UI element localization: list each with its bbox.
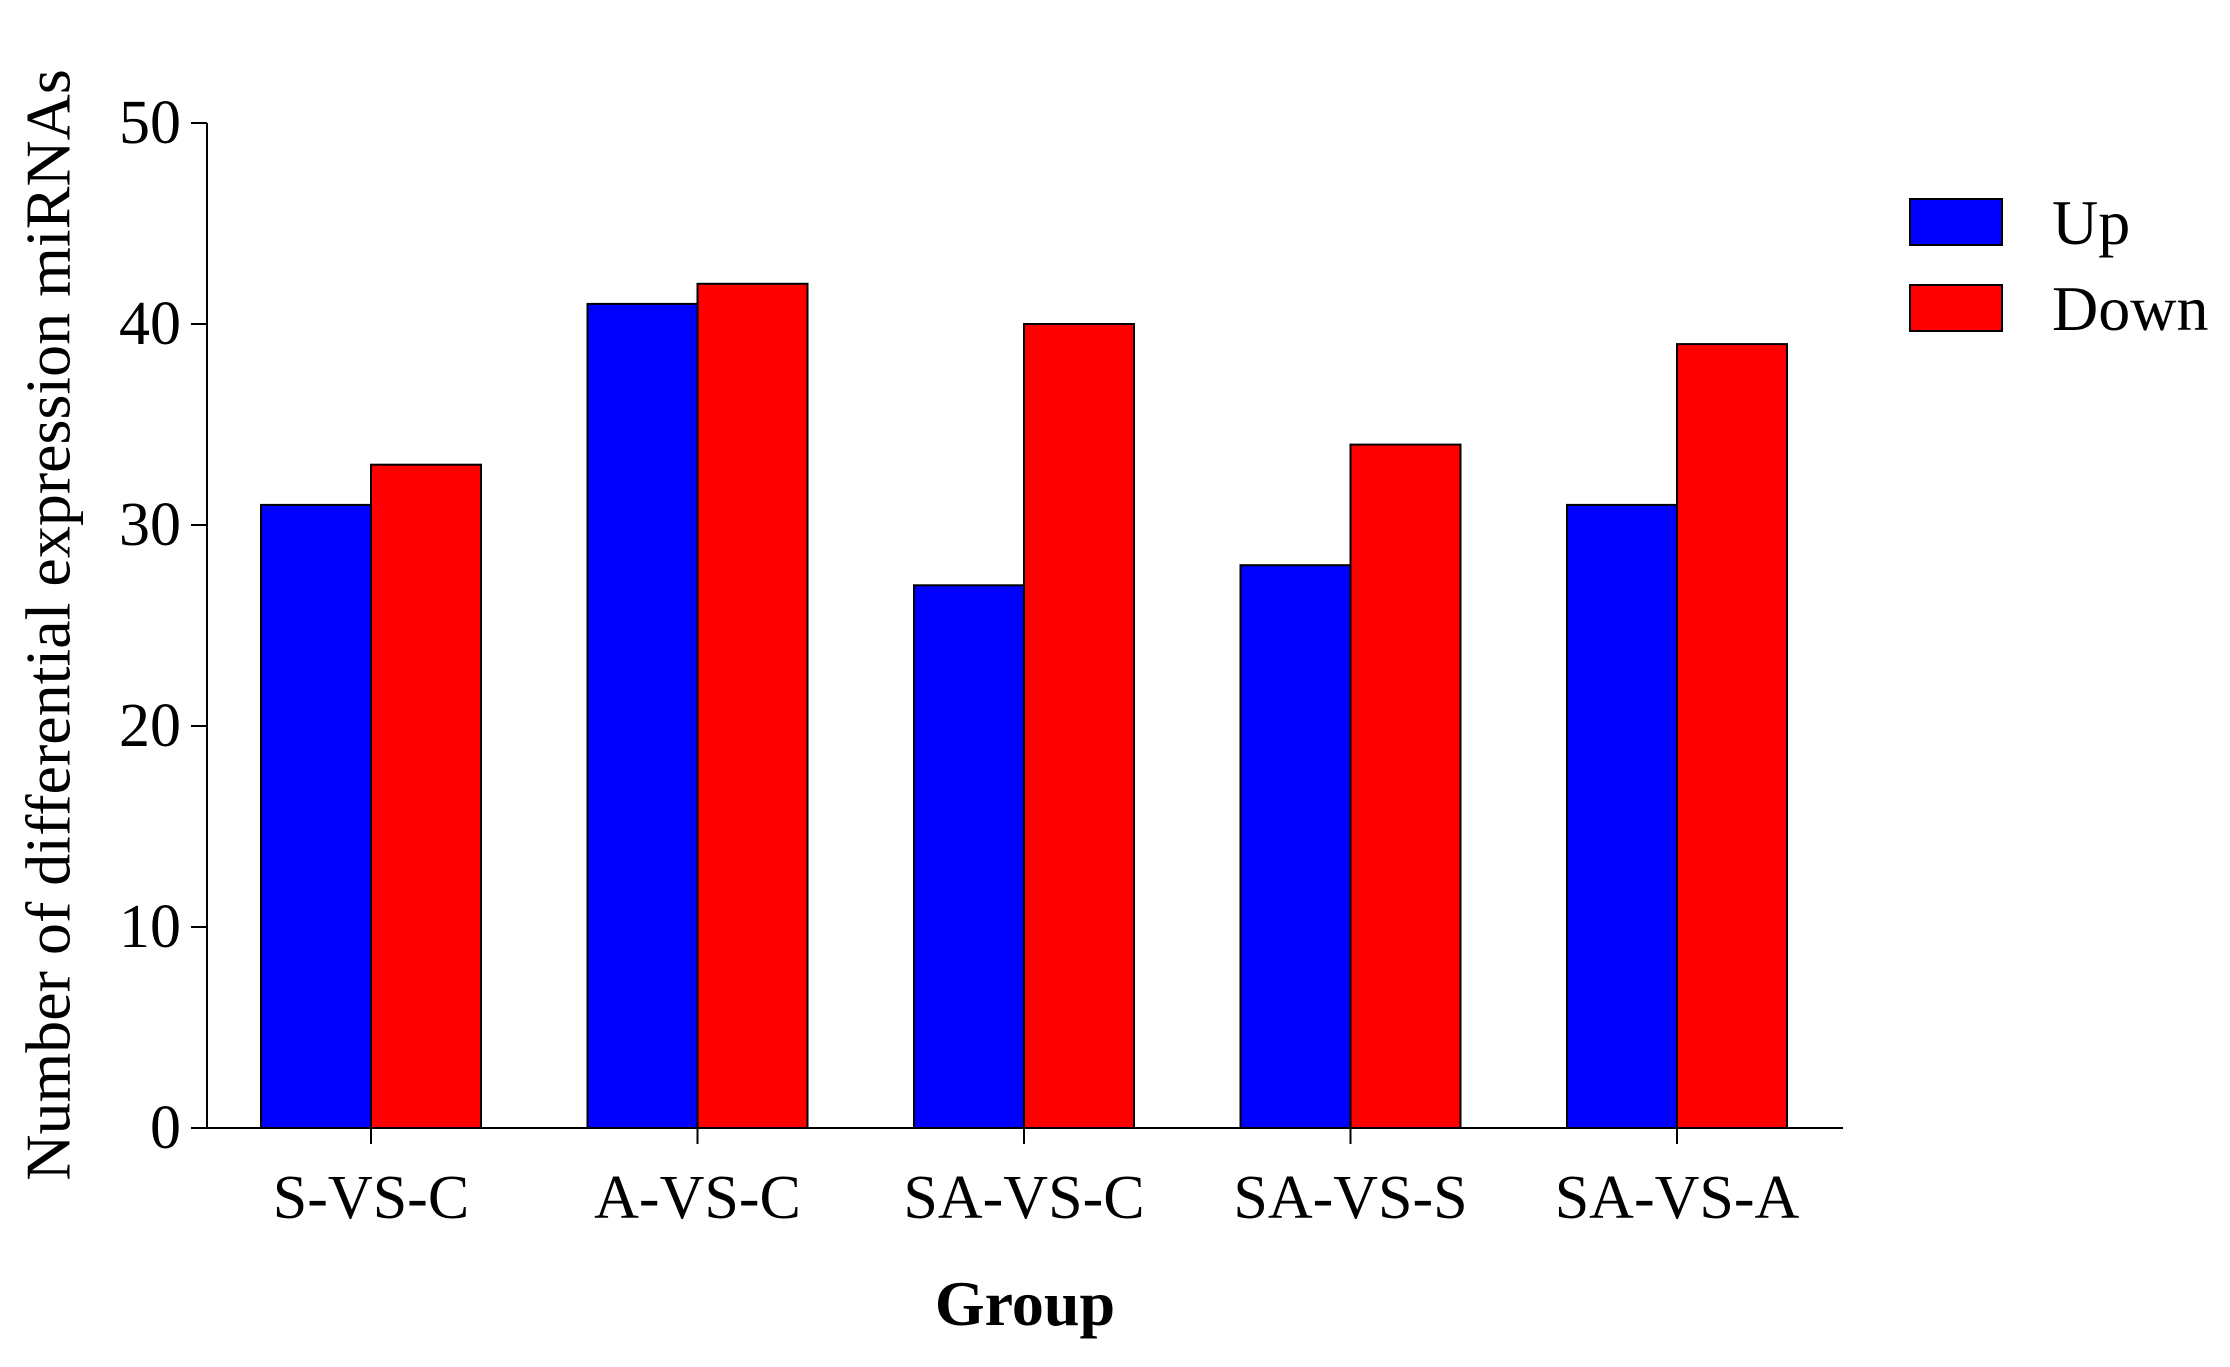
legend-swatch-down: [1909, 284, 2003, 332]
bar-up-sa-vs-a: [1566, 503, 1678, 1129]
x-tick-label-sa-vs-s: SA-VS-S: [1233, 1164, 1467, 1232]
y-axis-title: Number of differential expression miRNAs: [13, 69, 84, 1180]
legend-label-down: Down: [2052, 273, 2208, 344]
y-tick-label-50: 50: [119, 89, 181, 157]
bar-down-a-vs-c: [696, 282, 809, 1129]
bar-up-sa-vs-s: [1239, 564, 1352, 1129]
y-tick-label-10: 10: [119, 893, 181, 961]
x-tick-label-sa-vs-c: SA-VS-C: [903, 1164, 1144, 1232]
y-ticks-layer: 0 10 20 30 40 50: [119, 89, 207, 1162]
bar-up-sa-vs-c: [913, 584, 1025, 1129]
bar-down-sa-vs-a: [1676, 343, 1788, 1130]
x-tick-label-a-vs-c: A-VS-C: [594, 1164, 801, 1232]
x-axis-title: Group: [935, 1268, 1115, 1339]
legend-swatch-up: [1909, 198, 2003, 246]
x-tick-label-sa-vs-a: SA-VS-A: [1555, 1164, 1800, 1232]
bar-up-a-vs-c: [586, 302, 699, 1129]
legend: Up Down: [1909, 187, 2208, 344]
y-tick-label-40: 40: [119, 290, 181, 358]
bar-down-s-vs-c: [370, 463, 482, 1129]
bar-down-sa-vs-c: [1023, 323, 1135, 1129]
y-tick-label-0: 0: [150, 1094, 181, 1162]
bars-layer: [260, 282, 1788, 1130]
x-tick-label-s-vs-c: S-VS-C: [273, 1164, 469, 1232]
bar-up-s-vs-c: [260, 503, 372, 1129]
bar-down-sa-vs-s: [1349, 443, 1462, 1130]
y-tick-label-30: 30: [119, 491, 181, 559]
legend-label-up: Up: [2052, 187, 2130, 258]
y-tick-label-20: 20: [119, 692, 181, 760]
x-ticks-layer: S-VS-C A-VS-C SA-VS-C SA-VS-S SA-VS-A: [273, 1128, 1800, 1232]
